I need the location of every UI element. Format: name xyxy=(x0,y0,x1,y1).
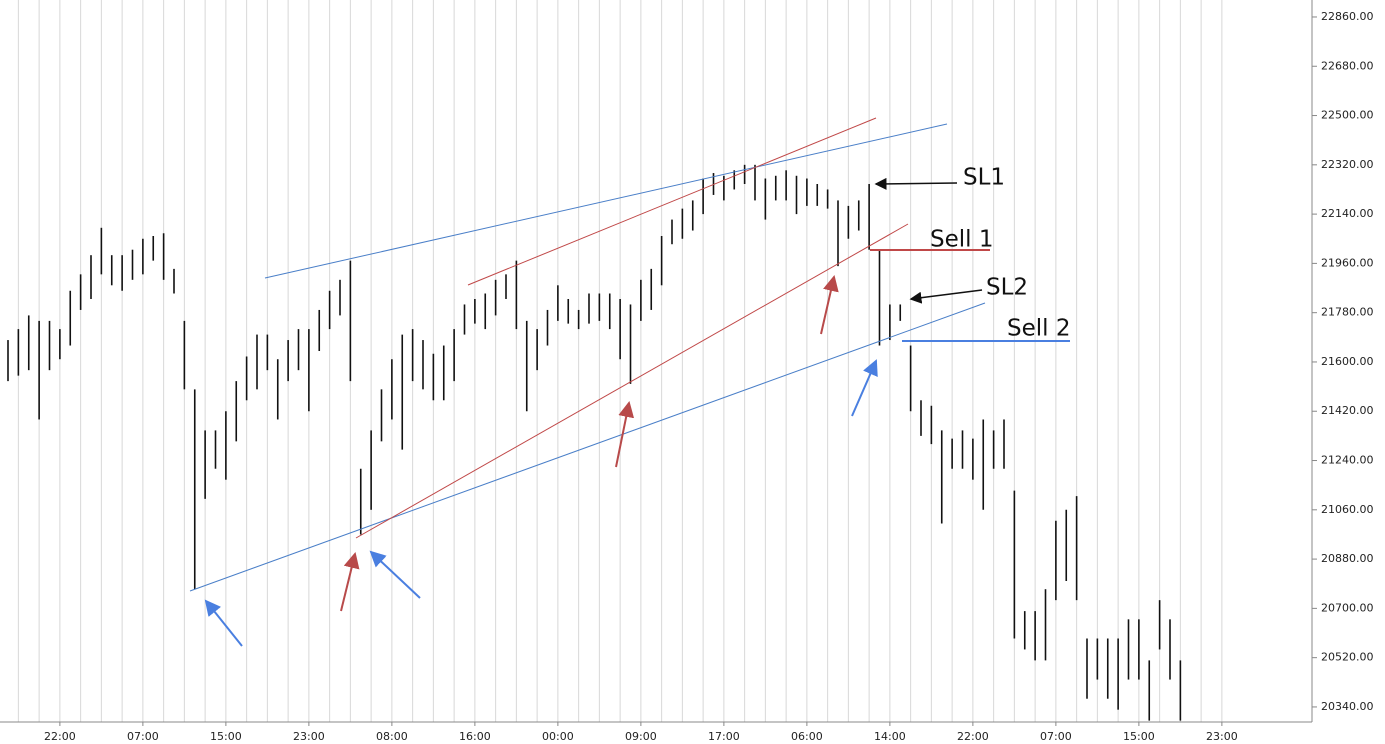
x-tick-label: 23:00 xyxy=(1206,730,1238,743)
arrow xyxy=(851,359,878,417)
y-tick-label: 22680.00 xyxy=(1321,59,1374,72)
x-tick-label: 22:00 xyxy=(957,730,989,743)
y-tick-label: 21060.00 xyxy=(1321,503,1374,516)
price-bars xyxy=(7,164,1182,721)
y-tick-label: 20520.00 xyxy=(1321,651,1374,664)
annotation: SL2 xyxy=(986,275,1028,301)
y-tick-label: 21960.00 xyxy=(1321,256,1374,269)
x-tick-label: 00:00 xyxy=(542,730,574,743)
arrow xyxy=(615,401,635,468)
trend-line xyxy=(355,223,909,539)
axes: 22:00 07:00 15:00 23:00 08:00 16:00 00:00 09:00… xyxy=(44,10,1373,743)
trend-line xyxy=(189,302,986,592)
grid xyxy=(17,0,1223,722)
y-tick-label: 21600.00 xyxy=(1321,355,1374,368)
drawings xyxy=(189,117,1070,647)
x-tick-label: 22:00 xyxy=(44,730,76,743)
trend-line xyxy=(467,117,877,286)
arrow xyxy=(820,275,839,335)
arrow xyxy=(909,289,983,304)
arrow xyxy=(369,550,421,599)
y-tick-label: 22500.00 xyxy=(1321,109,1374,122)
arrow xyxy=(874,177,958,190)
arrow xyxy=(204,599,243,647)
y-tick-label: 22860.00 xyxy=(1321,10,1374,23)
trend-line xyxy=(264,123,948,279)
y-tick-label: 20340.00 xyxy=(1321,700,1374,713)
x-tick-label: 06:00 xyxy=(791,730,823,743)
x-tick-label: 14:00 xyxy=(874,730,906,743)
x-tick-label: 16:00 xyxy=(459,730,491,743)
y-tick-label: 21420.00 xyxy=(1321,404,1374,417)
y-tick-label: 20880.00 xyxy=(1321,552,1374,565)
x-tick-label: 08:00 xyxy=(376,730,408,743)
x-tick-label: 09:00 xyxy=(625,730,657,743)
arrow xyxy=(340,552,360,612)
x-tick-label: 23:00 xyxy=(293,730,325,743)
annotation: Sell 2 xyxy=(1007,316,1070,342)
y-tick-label: 22320.00 xyxy=(1321,158,1374,171)
x-tick-label: 15:00 xyxy=(210,730,242,743)
x-tick-label: 17:00 xyxy=(708,730,740,743)
annotation: Sell 1 xyxy=(930,227,993,253)
x-tick-label: 07:00 xyxy=(127,730,159,743)
annotation: SL1 xyxy=(963,165,1005,191)
x-tick-label: 15:00 xyxy=(1123,730,1155,743)
y-tick-label: 21780.00 xyxy=(1321,306,1374,319)
x-tick-label: 07:00 xyxy=(1040,730,1072,743)
y-tick-label: 22140.00 xyxy=(1321,207,1374,220)
y-tick-label: 20700.00 xyxy=(1321,601,1374,614)
y-tick-label: 21240.00 xyxy=(1321,454,1374,467)
